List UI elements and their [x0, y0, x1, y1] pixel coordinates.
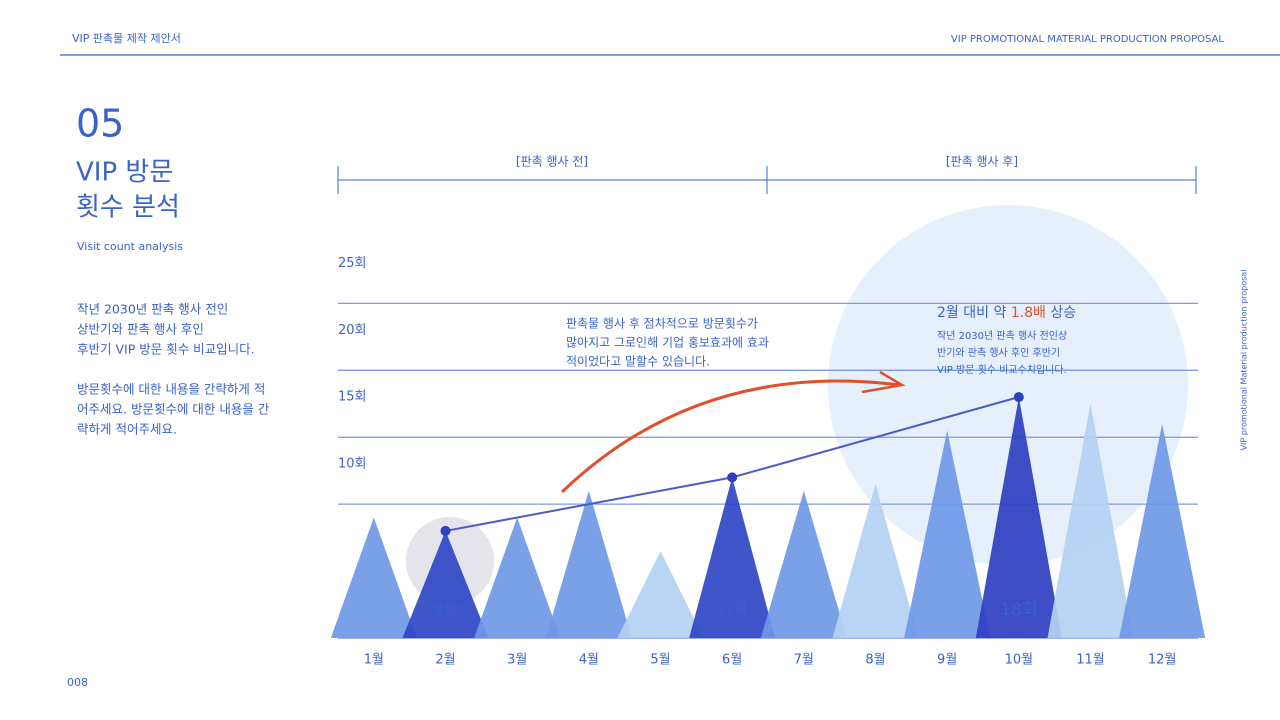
- period-bracket: [337, 166, 1197, 194]
- triangle-bar: [402, 530, 489, 638]
- section-title: 횟수 분석: [76, 193, 180, 223]
- triangle-bar: [904, 430, 991, 638]
- x-tick-label: 7월: [794, 653, 814, 668]
- point: [440, 525, 451, 536]
- header-right: VIP PROMOTIONAL MATERIAL PRODUCTION PROP…: [951, 34, 1225, 45]
- triangle-bar: [474, 517, 561, 638]
- x-tick-label: 5월: [650, 653, 670, 668]
- triangle-bar: [975, 397, 1062, 638]
- header-left: VIP 판촉물 제작 제안서: [72, 32, 181, 45]
- point: [727, 472, 738, 483]
- x-tick-label: 10월: [1005, 653, 1034, 668]
- x-tick-label: 4월: [579, 653, 599, 668]
- triangle-bar: [545, 490, 632, 638]
- section-title: VIP 방문: [76, 158, 173, 188]
- y-tick-label: 10회: [338, 457, 367, 472]
- x-tick-label: 12월: [1148, 653, 1177, 668]
- trend-arrow: [560, 379, 901, 494]
- callout-highlight: 1.8배: [1011, 305, 1046, 321]
- annotation-line: 많아지고 그로인해 기업 홍보효과에 효과: [566, 336, 769, 350]
- x-tick-label: 2월: [435, 653, 455, 668]
- triangle-bar: [617, 551, 704, 638]
- paragraph-line: 후반기 VIP 방문 횟수 비교입니다.: [77, 342, 255, 357]
- body-text: 작년 2030년 판촉 행사 전인 상반기와 판촉 행사 후인 후반기 VIP …: [77, 302, 270, 437]
- point: [1013, 392, 1024, 403]
- x-tick-label: 1월: [364, 653, 384, 668]
- triangle-bar: [1119, 423, 1206, 638]
- period-label: [판촉 행사 전]: [516, 154, 588, 169]
- value-label: 8회: [435, 602, 457, 618]
- annotation-line: 적이었다고 말할수 있습니다.: [566, 355, 710, 369]
- paragraph-line: 략하게 적어주세요.: [77, 422, 177, 437]
- callout-line: 작년 2030년 판촉 행사 전인상: [937, 330, 1067, 342]
- x-tick-label: 3월: [507, 653, 527, 668]
- period-label: [판촉 행사 후]: [946, 154, 1018, 169]
- callout-line: 반기와 판촉 행사 후인 후반기: [937, 347, 1060, 359]
- annotation: 판촉물 행사 후 점차적으로 방문횟수가 많아지고 그로인해 기업 홍보효과에 …: [566, 316, 769, 369]
- x-tick-label: 6월: [722, 653, 742, 668]
- callout-part: 상승: [1046, 305, 1076, 321]
- y-tick-label: 20회: [338, 323, 367, 338]
- y-tick-label: 25회: [338, 256, 367, 271]
- arrow-head: [861, 370, 906, 394]
- annotation-line: 판촉물 행사 후 점차적으로 방문횟수가: [566, 316, 758, 331]
- side-text: VIP promotional Material production prop…: [1240, 270, 1249, 451]
- section-number: 05: [76, 102, 124, 146]
- page-number: 008: [67, 676, 88, 689]
- x-tick-label: 9월: [937, 653, 957, 668]
- plot: 10회 15회 20회 25회 1월 2월 3월 4월 5월 6월 7월 8월 9월 10월 11월 12월 8…: [330, 256, 1206, 668]
- triangle-bar: [1047, 403, 1134, 638]
- paragraph-line: 작년 2030년 판촉 행사 전인: [77, 302, 228, 317]
- value-label: 12회: [717, 602, 748, 618]
- paragraph-line: 어주세요. 방문횟수에 대한 내용을 간: [77, 402, 270, 417]
- value-label: 18회: [1000, 600, 1037, 620]
- triangle-bar: [689, 477, 776, 638]
- callout-line: VIP 방문 횟수 비교수치입니다.: [937, 363, 1067, 376]
- triangle-bar: [832, 484, 919, 638]
- triangle-bar: [760, 490, 847, 638]
- triangle-bar: [330, 517, 417, 638]
- y-tick-label: 15회: [338, 390, 367, 405]
- paragraph-line: 방문횟수에 대한 내용을 간략하게 적: [77, 382, 265, 397]
- callout-part: 2월 대비 약: [937, 305, 1011, 321]
- x-tick-label: 8월: [865, 653, 885, 668]
- x-tick-label: 11월: [1076, 653, 1105, 668]
- callout-title: 2월 대비 약 1.8배 상승: [937, 305, 1076, 321]
- section-subtitle: Visit count analysis: [77, 240, 183, 253]
- paragraph-line: 상반기와 판촉 행사 후인: [77, 322, 204, 337]
